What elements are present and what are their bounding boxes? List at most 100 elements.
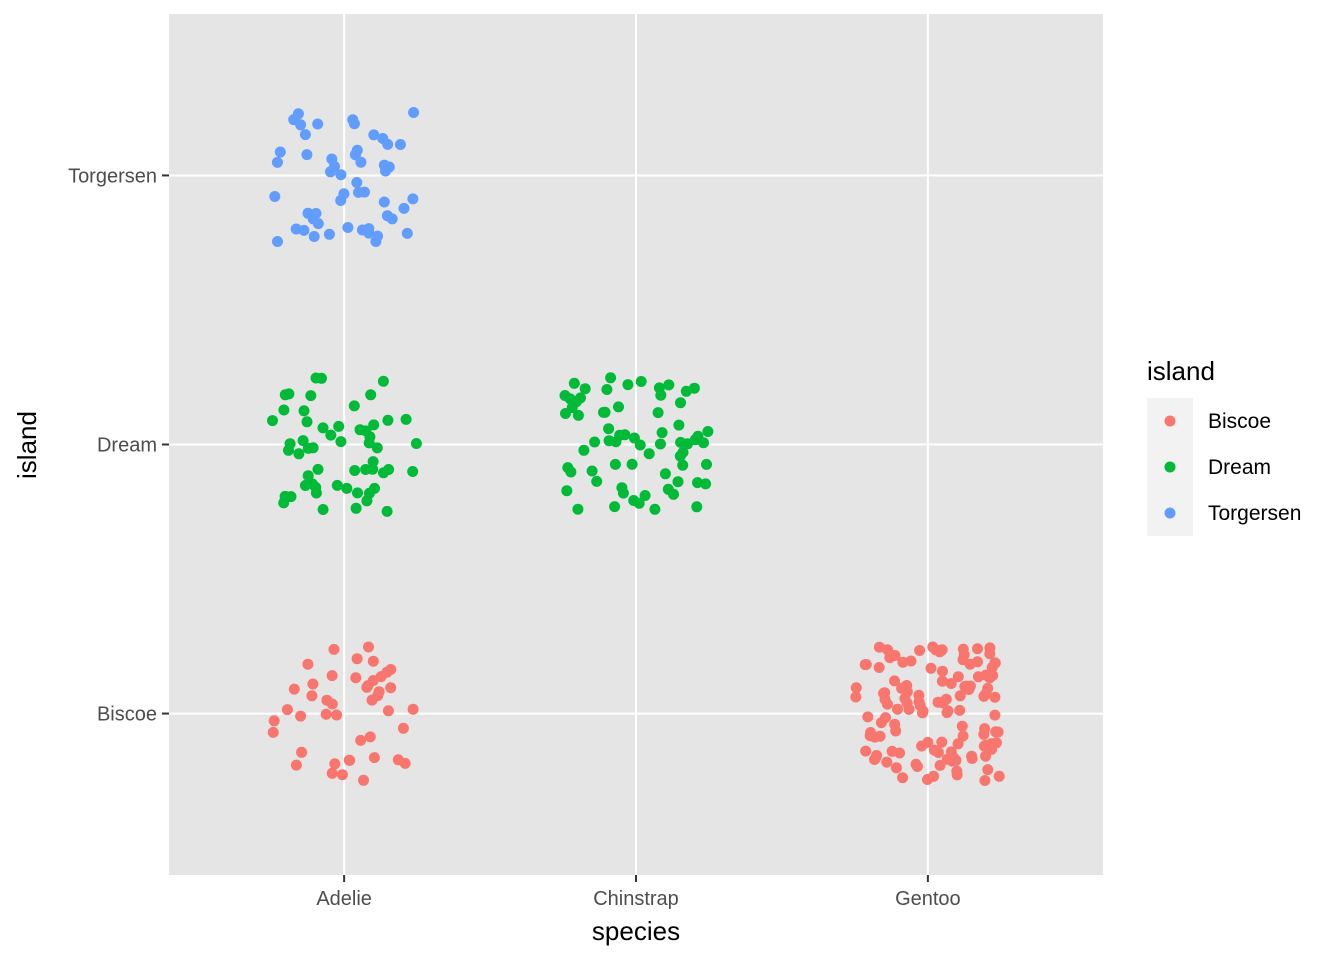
data-point-adelie-dream [341,482,353,494]
data-point-chinstrap-dream [603,423,615,435]
y-tick-label: Torgersen [68,165,157,187]
data-point-chinstrap-dream [614,429,626,441]
data-point-adelie-biscoe [295,710,307,722]
y-axis-title: island [12,411,42,479]
data-point-adelie-torgersen [407,193,419,205]
data-point-adelie-biscoe [407,703,419,715]
data-point-adelie-dream [361,495,373,507]
data-point-adelie-biscoe [281,704,293,716]
data-point-chinstrap-dream [663,379,675,391]
data-point-adelie-torgersen [359,186,370,198]
data-point-chinstrap-dream [622,379,634,391]
data-point-gentoo-biscoe [958,649,970,661]
data-point-adelie-biscoe [366,694,378,706]
data-point-adelie-dream [348,400,360,412]
data-point-chinstrap-dream [565,466,577,478]
data-point-gentoo-biscoe [984,648,996,660]
data-point-gentoo-biscoe [989,709,1001,721]
legend-label: Biscoe [1208,410,1271,433]
data-point-chinstrap-dream [656,427,668,439]
data-point-adelie-dream [381,505,393,517]
data-point-gentoo-biscoe [956,720,968,732]
data-point-adelie-torgersen [401,227,413,239]
data-point-adelie-torgersen [292,108,304,120]
data-point-gentoo-biscoe [865,727,877,738]
data-point-adelie-biscoe [344,754,356,766]
data-point-gentoo-biscoe [993,770,1005,782]
data-point-adelie-dream [279,490,291,502]
data-point-adelie-torgersen [335,195,347,206]
data-point-adelie-dream [310,481,322,493]
data-point-adelie-dream [400,413,412,425]
data-point-adelie-torgersen [348,118,360,130]
data-point-adelie-torgersen [377,133,389,144]
data-point-adelie-biscoe [320,708,332,720]
data-point-chinstrap-dream [633,497,645,509]
data-point-adelie-dream [325,429,337,441]
data-point-chinstrap-dream [639,490,651,501]
data-point-gentoo-biscoe [890,762,902,774]
data-point-gentoo-biscoe [978,728,990,740]
data-point-gentoo-biscoe [860,659,872,670]
data-point-adelie-torgersen [351,144,363,156]
data-point-gentoo-biscoe [978,740,990,752]
data-point-adelie-dream [335,436,347,448]
data-point-chinstrap-dream [672,476,684,488]
data-point-adelie-biscoe [399,757,411,769]
data-point-adelie-torgersen [355,156,367,168]
data-point-gentoo-biscoe [882,644,894,656]
data-point-adelie-torgersen [378,196,390,208]
data-point-adelie-torgersen [274,146,286,158]
data-point-adelie-biscoe [385,664,397,675]
data-point-gentoo-biscoe [897,656,909,668]
data-point-adelie-dream [293,448,305,460]
legend-label: Dream [1208,456,1271,479]
data-point-adelie-biscoe [307,678,319,690]
data-point-adelie-torgersen [312,118,324,130]
data-point-gentoo-biscoe [979,775,991,786]
data-point-adelie-dream [382,414,394,426]
data-point-chinstrap-dream [675,397,686,409]
data-point-adelie-torgersen [372,230,384,242]
data-point-adelie-torgersen [272,236,283,247]
data-point-adelie-torgersen [308,231,320,242]
data-point-adelie-torgersen [269,191,281,202]
data-point-gentoo-biscoe [930,644,942,656]
data-point-gentoo-biscoe [964,680,976,692]
data-point-adelie-biscoe [350,672,362,684]
data-point-adelie-dream [299,480,311,491]
data-point-adelie-dream [365,389,377,401]
data-point-gentoo-biscoe [913,689,925,701]
data-point-chinstrap-dream [572,409,584,421]
data-point-adelie-dream [368,419,380,431]
data-points [267,107,1005,786]
data-point-adelie-biscoe [382,705,394,717]
data-point-adelie-torgersen [363,227,375,239]
legend-swatch [1164,461,1176,473]
legend: island Biscoe Dream Torgersen [1147,356,1301,536]
data-point-gentoo-biscoe [897,772,909,784]
data-point-chinstrap-dream [691,501,703,513]
data-point-adelie-dream [312,463,324,475]
data-point-adelie-biscoe [385,682,397,694]
data-point-gentoo-biscoe [952,738,964,750]
data-point-chinstrap-dream [605,372,617,384]
data-point-gentoo-biscoe [928,744,940,756]
data-point-adelie-biscoe [336,769,348,781]
data-point-chinstrap-dream [673,419,685,431]
data-point-chinstrap-dream [668,488,679,500]
data-point-chinstrap-dream [635,376,647,387]
data-point-chinstrap-dream [566,402,578,414]
data-point-adelie-biscoe [329,758,341,770]
data-point-gentoo-biscoe [886,745,898,757]
data-point-adelie-dream [317,504,329,515]
data-point-adelie-torgersen [298,224,310,236]
data-point-chinstrap-dream [652,407,664,419]
data-point-adelie-biscoe [363,641,374,653]
data-point-adelie-biscoe [290,759,302,771]
legend-swatch [1164,415,1176,427]
data-point-adelie-dream [364,431,376,443]
data-point-chinstrap-dream [628,432,640,444]
data-point-chinstrap-dream [698,437,709,449]
